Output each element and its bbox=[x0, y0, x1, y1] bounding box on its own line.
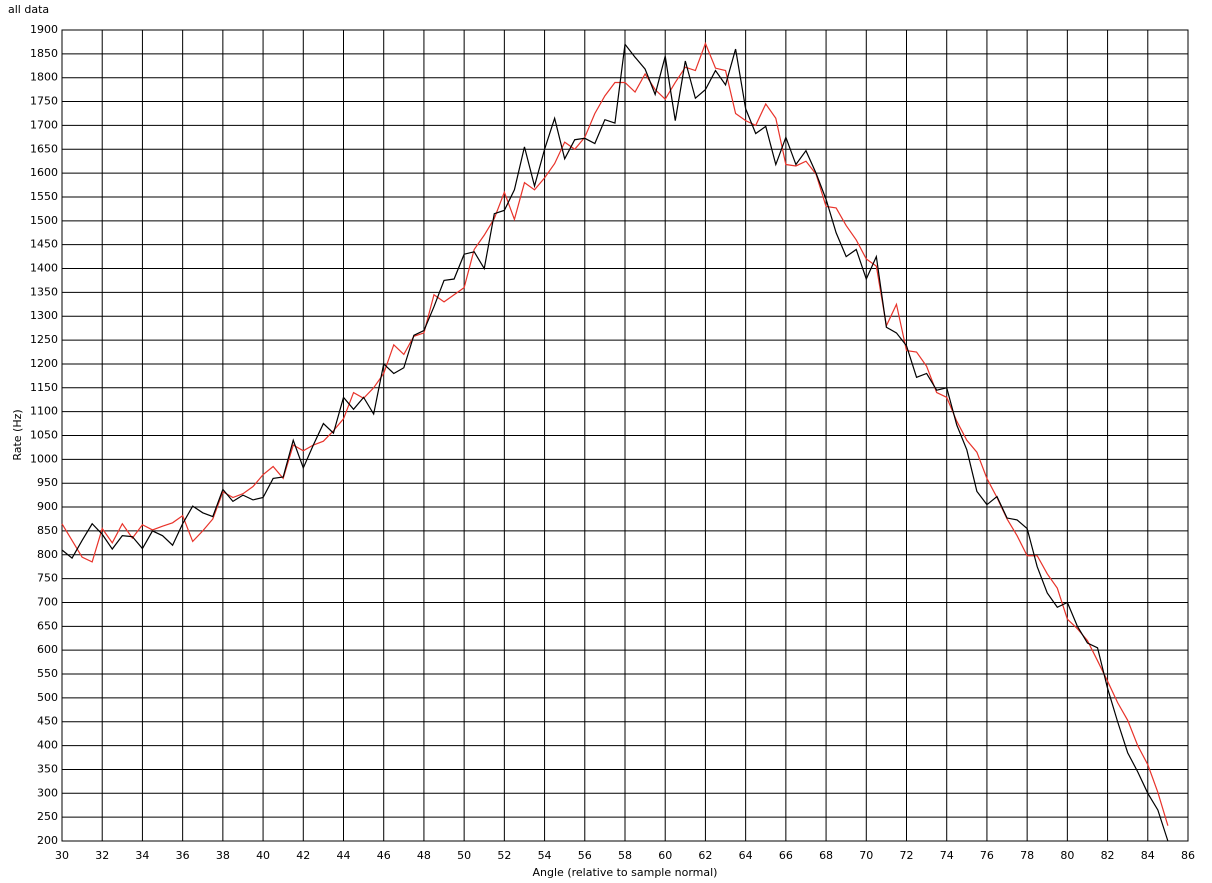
x-tick-label: 76 bbox=[980, 849, 994, 862]
y-tick-label: 1550 bbox=[30, 190, 58, 203]
y-tick-label: 550 bbox=[37, 667, 58, 680]
x-tick-label: 84 bbox=[1141, 849, 1155, 862]
y-tick-label: 600 bbox=[37, 643, 58, 656]
x-tick-label: 48 bbox=[417, 849, 431, 862]
x-tick-label: 86 bbox=[1181, 849, 1195, 862]
x-tick-label: 78 bbox=[1020, 849, 1034, 862]
y-tick-label: 1500 bbox=[30, 214, 58, 227]
y-tick-label: 500 bbox=[37, 691, 58, 704]
x-tick-label: 38 bbox=[216, 849, 230, 862]
x-tick-label: 64 bbox=[739, 849, 753, 862]
y-tick-label: 400 bbox=[37, 739, 58, 752]
x-tick-label: 60 bbox=[658, 849, 672, 862]
x-tick-label: 72 bbox=[900, 849, 914, 862]
y-tick-label: 650 bbox=[37, 619, 58, 632]
x-tick-label: 68 bbox=[819, 849, 833, 862]
x-tick-label: 80 bbox=[1060, 849, 1074, 862]
chart-title: all data bbox=[8, 3, 49, 16]
y-tick-label: 950 bbox=[37, 476, 58, 489]
x-tick-label: 46 bbox=[377, 849, 391, 862]
x-tick-label: 40 bbox=[256, 849, 270, 862]
y-tick-label: 1200 bbox=[30, 357, 58, 370]
x-tick-label: 32 bbox=[95, 849, 109, 862]
y-tick-label: 1100 bbox=[30, 405, 58, 418]
y-tick-label: 450 bbox=[37, 715, 58, 728]
y-tick-label: 200 bbox=[37, 834, 58, 847]
y-tick-label: 350 bbox=[37, 762, 58, 775]
x-tick-label: 74 bbox=[940, 849, 954, 862]
x-tick-label: 36 bbox=[176, 849, 190, 862]
x-tick-label: 54 bbox=[538, 849, 552, 862]
x-tick-label: 34 bbox=[135, 849, 149, 862]
y-tick-label: 1350 bbox=[30, 285, 58, 298]
y-tick-label: 300 bbox=[37, 786, 58, 799]
x-tick-label: 70 bbox=[859, 849, 873, 862]
x-tick-label: 50 bbox=[457, 849, 471, 862]
y-tick-label: 1800 bbox=[30, 71, 58, 84]
x-tick-label: 42 bbox=[296, 849, 310, 862]
y-tick-label: 250 bbox=[37, 810, 58, 823]
y-tick-label: 1400 bbox=[30, 262, 58, 275]
x-tick-label: 44 bbox=[337, 849, 351, 862]
y-tick-label: 1650 bbox=[30, 142, 58, 155]
data-line bbox=[61, 42, 1169, 842]
y-tick-label: 1600 bbox=[30, 166, 58, 179]
y-tick-label: 1050 bbox=[30, 429, 58, 442]
data-line bbox=[61, 41, 1169, 826]
y-tick-label: 700 bbox=[37, 595, 58, 608]
y-tick-label: 900 bbox=[37, 500, 58, 513]
y-tick-label: 800 bbox=[37, 548, 58, 561]
y-axis-label: Rate (Hz) bbox=[11, 409, 24, 460]
y-tick-label: 1150 bbox=[30, 381, 58, 394]
x-tick-label: 62 bbox=[698, 849, 712, 862]
x-tick-label: 66 bbox=[779, 849, 793, 862]
y-tick-label: 1900 bbox=[30, 23, 58, 36]
x-tick-label: 30 bbox=[55, 849, 69, 862]
x-tick-label: 52 bbox=[497, 849, 511, 862]
y-tick-label: 1750 bbox=[30, 95, 58, 108]
y-tick-label: 750 bbox=[37, 572, 58, 585]
y-tick-label: 1850 bbox=[30, 47, 58, 60]
y-tick-label: 1000 bbox=[30, 452, 58, 465]
y-tick-label: 1700 bbox=[30, 118, 58, 131]
x-axis-label: Angle (relative to sample normal) bbox=[533, 866, 718, 879]
y-tick-label: 1250 bbox=[30, 333, 58, 346]
y-tick-label: 850 bbox=[37, 524, 58, 537]
x-tick-label: 82 bbox=[1101, 849, 1115, 862]
x-tick-label: 56 bbox=[578, 849, 592, 862]
y-tick-label: 1300 bbox=[30, 309, 58, 322]
y-tick-label: 1450 bbox=[30, 238, 58, 251]
x-tick-label: 58 bbox=[618, 849, 632, 862]
